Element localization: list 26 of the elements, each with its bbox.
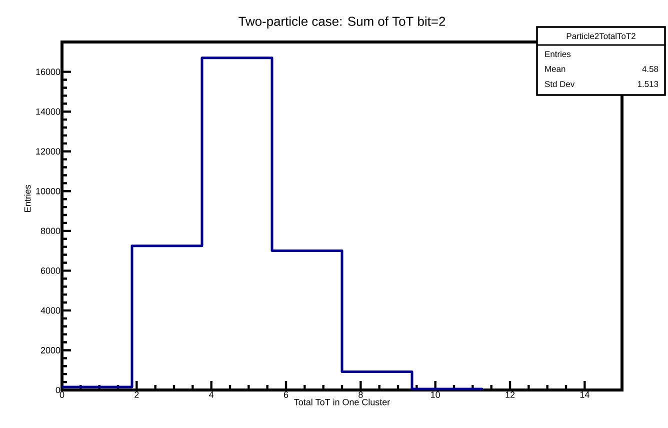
x-tick-label: 0 — [60, 392, 64, 398]
y-tick-label: 6000 — [40, 268, 60, 274]
text: 1.513 — [638, 81, 658, 87]
chart-title: Two-particle case: Sum of ToT bit=2 — [238, 16, 446, 28]
x-tick-label: 6 — [284, 392, 288, 398]
y-tick-label: 10000 — [36, 188, 60, 194]
y-tick-label: 12000 — [36, 148, 60, 155]
annotation: Mean — [545, 66, 566, 72]
x-tick-label: 8 — [358, 392, 363, 398]
x-tick-label: 4 — [209, 392, 214, 398]
x-axis-title: Total ToT in One Cluster — [294, 398, 390, 406]
text: 4.58 — [642, 66, 658, 72]
y-tick-label: 8000 — [40, 228, 60, 234]
x-tick-label: 2 — [134, 392, 139, 398]
y-axis-title: Entries — [24, 184, 31, 212]
x-tick-label: 10 — [431, 392, 440, 398]
y-tick-label: 4000 — [40, 307, 60, 314]
x-tick-label: 14 — [580, 392, 590, 398]
text: Particle2TotalToT2 — [566, 32, 636, 40]
annotation: Std Dev — [544, 80, 575, 88]
y-tick-label: 2000 — [40, 347, 60, 354]
x-tick-label: 12 — [506, 392, 515, 398]
annotation: Entries — [545, 50, 571, 58]
y-tick-label: 16000 — [36, 68, 60, 76]
y-tick-label: 0 — [56, 386, 60, 394]
y-tick-label: 14000 — [36, 108, 60, 115]
